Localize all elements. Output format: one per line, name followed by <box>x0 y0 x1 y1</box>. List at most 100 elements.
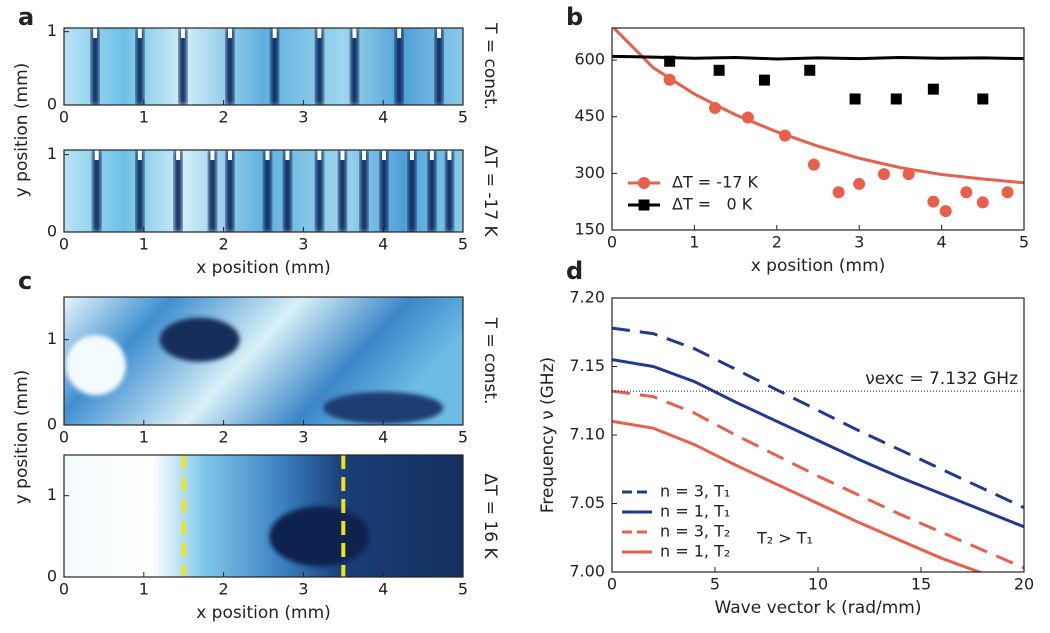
wavefront-marker <box>447 150 452 160</box>
data-point <box>849 93 861 105</box>
x-tick-label: 5 <box>458 108 468 127</box>
wavefront <box>315 150 324 232</box>
data-point <box>977 93 989 105</box>
data-point <box>939 205 952 218</box>
plot-frame <box>611 27 1025 231</box>
image-background <box>64 455 463 577</box>
wavefront-marker <box>137 28 142 38</box>
legend-label: ΔT = 0 K <box>672 195 753 214</box>
data-point <box>664 55 676 67</box>
x-tick-label: 0 <box>607 575 617 594</box>
wavefront-marker <box>352 28 357 38</box>
x-tick-label: 5 <box>1019 233 1029 252</box>
side-label: ΔT = 16 K <box>480 473 500 559</box>
wavefront-marker <box>409 150 414 160</box>
side-label: ΔT = -17 K <box>480 145 500 237</box>
wavefront <box>178 28 187 105</box>
legend-marker <box>638 199 650 211</box>
dispersion-line <box>612 358 1024 529</box>
x-tick-label: 2 <box>219 235 229 254</box>
plot-area <box>64 28 463 105</box>
panel-letter: b <box>566 3 583 31</box>
plot-frame <box>63 454 464 578</box>
plot-area <box>64 297 463 425</box>
legend-marker <box>638 177 650 189</box>
x-tick-label: 4 <box>378 428 388 447</box>
wavefront <box>445 150 454 232</box>
x-tick-label: 0 <box>607 233 617 252</box>
x-tick-label: 4 <box>378 580 388 599</box>
x-tick-label: 10 <box>808 575 828 594</box>
x-tick-label: 5 <box>458 428 468 447</box>
plot-area <box>64 150 463 232</box>
wavefront-marker <box>437 28 442 38</box>
data-point <box>804 64 816 76</box>
dark-blob <box>269 506 370 567</box>
data-point <box>709 102 721 115</box>
x-tick-label: 5 <box>458 235 468 254</box>
dispersion-line <box>612 389 1024 570</box>
x-tick-label: 0 <box>59 108 69 127</box>
wavefront-marker <box>137 150 142 160</box>
y-tick-label: 7.15 <box>569 356 605 375</box>
wavefront-marker <box>381 150 386 160</box>
y-tick-label: 0 <box>47 95 57 114</box>
x-axis-label: x position (mm) <box>751 256 886 276</box>
wavefront-marker <box>210 150 215 160</box>
x-tick-label: 4 <box>378 235 388 254</box>
y-tick-label: 0 <box>47 415 57 434</box>
wavefront-marker <box>429 150 434 160</box>
data-point <box>902 168 915 181</box>
legend-label: n = 1, T₂ <box>660 542 730 561</box>
side-label: T = const. <box>480 22 500 110</box>
x-axis-label: x position (mm) <box>196 603 331 623</box>
x-tick-label: 1 <box>139 428 149 447</box>
x-tick-label: 15 <box>911 575 931 594</box>
data-point <box>853 177 866 190</box>
wavefront <box>270 28 279 105</box>
x-tick-label: 3 <box>298 428 308 447</box>
wavefront <box>225 150 234 232</box>
wavefront-marker <box>227 28 232 38</box>
x-tick-label: 0 <box>59 580 69 599</box>
wavefront-marker <box>340 150 345 160</box>
x-tick-label: 0 <box>59 235 69 254</box>
y-tick-label: 1 <box>47 21 57 40</box>
legend-label: n = 1, T₁ <box>660 502 730 521</box>
y-tick-label: 1 <box>47 144 57 163</box>
fit-line <box>612 54 1024 61</box>
y-tick-label: 7.00 <box>569 562 605 581</box>
x-tick-label: 4 <box>378 108 388 127</box>
dark-blob <box>159 317 240 362</box>
wavefront <box>135 150 144 232</box>
x-tick-label: 20 <box>1014 575 1034 594</box>
x-tick-label: 1 <box>689 233 699 252</box>
y-axis-label: Frequency ν (GHz) <box>538 357 558 513</box>
wavefront <box>350 28 359 105</box>
dark-blob <box>323 391 444 424</box>
wavefront <box>435 28 444 105</box>
wavefront <box>379 150 388 232</box>
wavefront <box>135 28 144 105</box>
reference-label: νexc = 7.132 GHz <box>865 369 1018 389</box>
plot-frame <box>63 296 464 426</box>
wavefront <box>92 150 101 232</box>
wavefront <box>407 150 416 232</box>
x-tick-label: 2 <box>772 233 782 252</box>
y-tick-label: 0 <box>47 567 57 586</box>
plot-frame <box>63 27 464 106</box>
x-tick-label: 2 <box>219 580 229 599</box>
wavefront <box>427 150 436 232</box>
data-point <box>807 158 820 171</box>
wavefront <box>338 150 347 232</box>
x-tick-label: 2 <box>219 108 229 127</box>
wavefront-marker <box>94 150 99 160</box>
plot-frame <box>63 149 464 233</box>
y-tick-label: 1 <box>47 485 57 504</box>
wavefront-marker <box>180 28 185 38</box>
data-point <box>741 111 754 124</box>
wavefront <box>225 28 234 105</box>
y-tick-label: 7.05 <box>569 493 605 512</box>
y-tick-label: 7.10 <box>569 425 605 444</box>
x-tick-label: 4 <box>937 233 947 252</box>
